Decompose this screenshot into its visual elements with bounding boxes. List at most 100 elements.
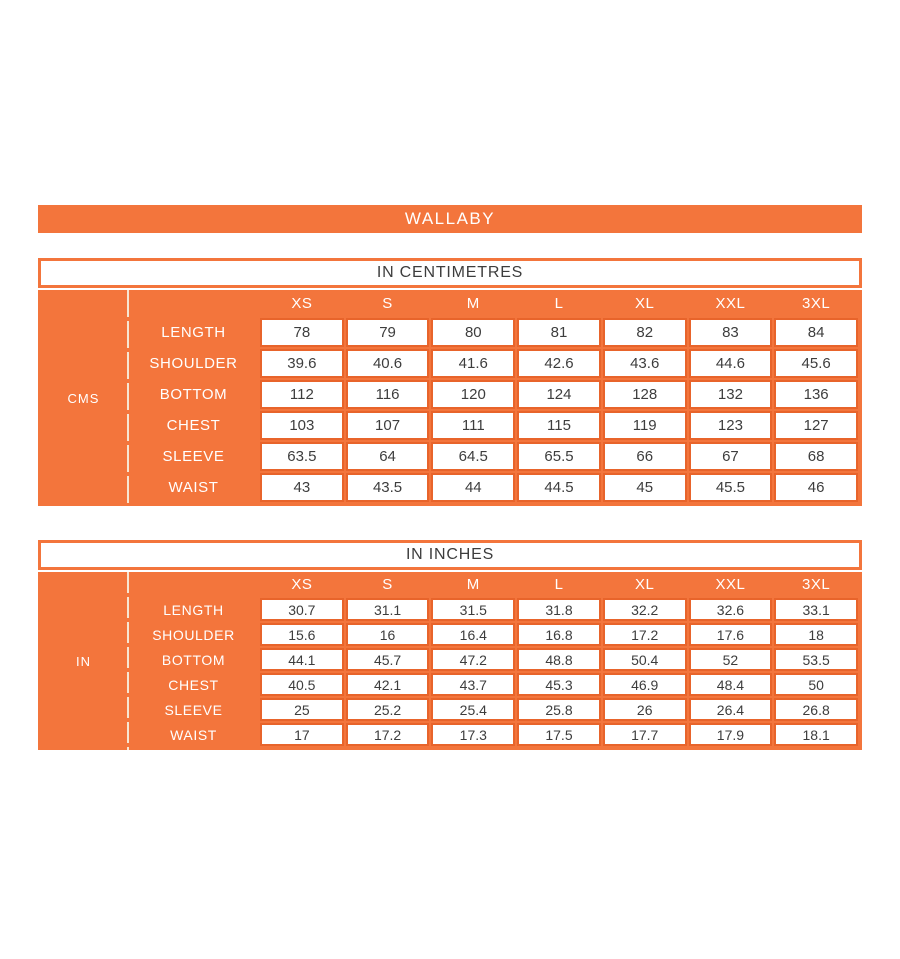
value-cell: 25.2	[345, 698, 430, 721]
value-cell: 127	[774, 411, 858, 440]
value-cell: 53.5	[774, 648, 858, 671]
size-column-header: S	[382, 575, 393, 593]
value-cell: 123	[688, 411, 773, 440]
value-cell: 63.5	[260, 442, 344, 471]
value-cell: 78	[260, 318, 344, 347]
value-cell: 25.4	[431, 698, 516, 721]
row-label: SLEEVE	[162, 448, 225, 465]
row-label: WAIST	[168, 479, 219, 496]
row-label: BOTTOM	[159, 386, 228, 403]
value-cell: 26.4	[688, 698, 773, 721]
value-cell: 33.1	[774, 598, 858, 621]
value-cell: 83	[688, 318, 773, 347]
value-cell: 43.7	[431, 673, 516, 696]
value-cell: 112	[260, 380, 344, 409]
value-cell: 44.6	[688, 349, 773, 378]
value-cell: 44.1	[260, 648, 344, 671]
value-cell: 17.5	[517, 723, 601, 746]
value-cell: 16	[345, 623, 430, 646]
dashed-divider	[127, 290, 129, 506]
header-corner-cell	[129, 290, 258, 316]
value-cell: 17.2	[345, 723, 430, 746]
value-cell: 66	[602, 442, 687, 471]
value-cell: 17.6	[688, 623, 773, 646]
size-column-header: L	[554, 294, 564, 312]
row-label: WAIST	[170, 726, 217, 743]
size-column-header: XXL	[715, 294, 746, 312]
value-cell: 26	[602, 698, 687, 721]
unit-label: IN	[76, 653, 91, 669]
table-body: CMS XS S M L XL XXL 3XL LENGTH 78 79 80 81 82 83 84 SHOU…	[38, 290, 862, 506]
value-cell: 43.5	[345, 473, 430, 502]
value-cell: 44	[431, 473, 516, 502]
value-cell: 30.7	[260, 598, 344, 621]
row-label: LENGTH	[161, 324, 226, 341]
unit-label: CMS	[67, 390, 100, 406]
value-cell: 48.4	[688, 673, 773, 696]
size-grid: XS S M L XL XXL 3XL LENGTH 30.7 31.1 31.5 31.8 32.2 3…	[129, 572, 862, 750]
value-cell: 15.6	[260, 623, 344, 646]
value-cell: 82	[602, 318, 687, 347]
size-column-header: 3XL	[802, 294, 831, 312]
value-cell: 18	[774, 623, 858, 646]
value-cell: 45.3	[517, 673, 601, 696]
value-cell: 46.9	[602, 673, 687, 696]
value-cell: 16.4	[431, 623, 516, 646]
value-cell: 116	[345, 380, 430, 409]
value-cell: 115	[517, 411, 601, 440]
row-label: SHOULDER	[149, 355, 238, 372]
value-cell: 45	[602, 473, 687, 502]
value-cell: 18.1	[774, 723, 858, 746]
value-cell: 103	[260, 411, 344, 440]
size-column-header: XL	[635, 575, 655, 593]
value-cell: 46	[774, 473, 858, 502]
unit-column: IN	[38, 572, 129, 750]
value-cell: 44.5	[517, 473, 601, 502]
value-cell: 17.9	[688, 723, 773, 746]
value-cell: 32.6	[688, 598, 773, 621]
value-cell: 31.1	[345, 598, 430, 621]
value-cell: 42.6	[517, 349, 601, 378]
value-cell: 132	[688, 380, 773, 409]
row-label: CHEST	[166, 417, 221, 434]
size-column-header: L	[554, 575, 564, 593]
product-title-banner: WALLABY	[38, 205, 862, 233]
size-column-header: XXL	[715, 575, 746, 593]
header-corner-cell	[129, 572, 258, 596]
value-cell: 39.6	[260, 349, 344, 378]
value-cell: 41.6	[431, 349, 516, 378]
size-column-header: M	[466, 575, 480, 593]
table-title: IN CENTIMETRES	[38, 258, 862, 288]
value-cell: 45.7	[345, 648, 430, 671]
size-column-header: S	[382, 294, 393, 312]
size-table-inches: IN INCHES IN XS S M L XL XXL 3XL LENGTH 30.7 31.1 31…	[38, 540, 862, 750]
value-cell: 45.6	[774, 349, 858, 378]
value-cell: 64	[345, 442, 430, 471]
size-column-header: 3XL	[802, 575, 831, 593]
value-cell: 40.5	[260, 673, 344, 696]
value-cell: 128	[602, 380, 687, 409]
value-cell: 40.6	[345, 349, 430, 378]
value-cell: 79	[345, 318, 430, 347]
value-cell: 111	[431, 411, 516, 440]
value-cell: 120	[431, 380, 516, 409]
size-grid: XS S M L XL XXL 3XL LENGTH 78 79 80 81 82 83 84 SHOULDE…	[129, 290, 862, 506]
value-cell: 50	[774, 673, 858, 696]
size-column-header: M	[466, 294, 480, 312]
value-cell: 136	[774, 380, 858, 409]
value-cell: 25	[260, 698, 344, 721]
value-cell: 80	[431, 318, 516, 347]
size-column-header: XS	[291, 575, 313, 593]
value-cell: 17.7	[602, 723, 687, 746]
value-cell: 81	[517, 318, 601, 347]
row-label: LENGTH	[163, 601, 224, 618]
value-cell: 17	[260, 723, 344, 746]
value-cell: 43	[260, 473, 344, 502]
value-cell: 48.8	[517, 648, 601, 671]
value-cell: 16.8	[517, 623, 601, 646]
value-cell: 124	[517, 380, 601, 409]
value-cell: 52	[688, 648, 773, 671]
value-cell: 68	[774, 442, 858, 471]
row-label: BOTTOM	[161, 651, 226, 668]
